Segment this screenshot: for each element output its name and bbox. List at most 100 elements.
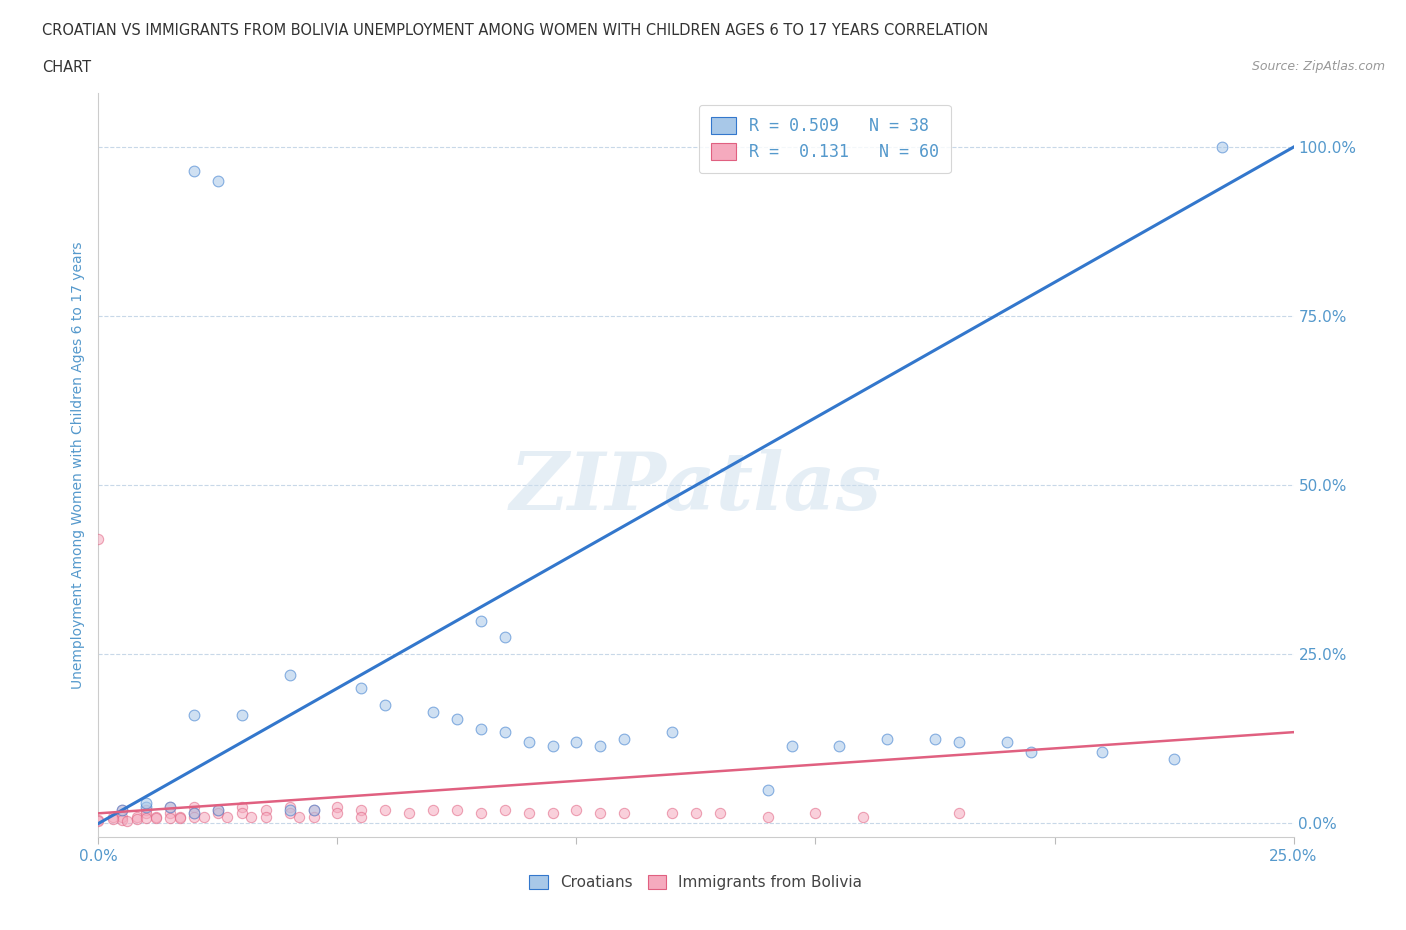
Point: [470, 613, 492, 628]
Point: [446, 803, 468, 817]
Point: [756, 782, 779, 797]
Point: [145, 809, 167, 824]
Point: [111, 803, 134, 817]
Point: [948, 735, 970, 750]
Point: [613, 732, 636, 747]
Point: [876, 732, 898, 747]
Point: [446, 711, 468, 726]
Point: [217, 809, 239, 824]
Point: [135, 799, 157, 814]
Point: [350, 809, 373, 824]
Point: [780, 738, 803, 753]
Point: [159, 799, 181, 814]
Point: [995, 735, 1018, 750]
Point: [565, 803, 588, 817]
Point: [1211, 140, 1233, 154]
Point: [756, 809, 779, 824]
Point: [278, 799, 301, 814]
Point: [145, 811, 167, 826]
Point: [169, 809, 191, 824]
Point: [422, 803, 444, 817]
Point: [661, 806, 683, 821]
Point: [193, 809, 215, 824]
Point: [87, 814, 110, 829]
Point: [207, 803, 229, 817]
Point: [1019, 745, 1042, 760]
Point: [709, 806, 731, 821]
Point: [398, 806, 420, 821]
Point: [1163, 751, 1185, 766]
Point: [231, 806, 253, 821]
Y-axis label: Unemployment Among Women with Children Ages 6 to 17 years: Unemployment Among Women with Children A…: [72, 241, 86, 689]
Point: [374, 803, 396, 817]
Point: [422, 704, 444, 719]
Point: [613, 806, 636, 821]
Point: [169, 811, 191, 826]
Point: [278, 667, 301, 682]
Point: [125, 812, 148, 827]
Point: [517, 806, 540, 821]
Point: [111, 803, 134, 817]
Point: [350, 681, 373, 696]
Point: [302, 803, 325, 817]
Point: [828, 738, 851, 753]
Point: [302, 809, 325, 824]
Point: [517, 735, 540, 750]
Point: [183, 708, 205, 723]
Legend: Croatians, Immigrants from Bolivia: Croatians, Immigrants from Bolivia: [523, 869, 869, 897]
Point: [135, 806, 157, 821]
Point: [87, 532, 110, 547]
Point: [302, 803, 325, 817]
Point: [135, 811, 157, 826]
Point: [101, 809, 124, 824]
Text: CHART: CHART: [42, 60, 91, 75]
Point: [1091, 745, 1114, 760]
Point: [183, 809, 205, 824]
Point: [125, 809, 148, 824]
Point: [350, 803, 373, 817]
Point: [240, 809, 263, 824]
Point: [115, 814, 138, 829]
Point: [541, 738, 564, 753]
Point: [183, 799, 205, 814]
Point: [159, 799, 181, 814]
Point: [231, 708, 253, 723]
Point: [207, 803, 229, 817]
Point: [852, 809, 875, 824]
Point: [661, 724, 683, 739]
Point: [135, 796, 157, 811]
Point: [589, 806, 612, 821]
Point: [470, 806, 492, 821]
Point: [159, 806, 181, 821]
Point: [111, 813, 134, 828]
Point: [183, 806, 205, 821]
Point: [231, 799, 253, 814]
Point: [541, 806, 564, 821]
Point: [470, 722, 492, 737]
Point: [183, 806, 205, 821]
Point: [924, 732, 946, 747]
Point: [494, 803, 516, 817]
Point: [111, 809, 134, 824]
Point: [207, 806, 229, 821]
Text: ZIPatlas: ZIPatlas: [510, 448, 882, 526]
Point: [589, 738, 612, 753]
Point: [278, 803, 301, 817]
Point: [326, 806, 349, 821]
Point: [183, 164, 205, 179]
Point: [948, 806, 970, 821]
Point: [159, 811, 181, 826]
Point: [685, 806, 707, 821]
Point: [278, 806, 301, 821]
Point: [804, 806, 827, 821]
Point: [288, 809, 311, 824]
Point: [101, 812, 124, 827]
Point: [87, 813, 110, 828]
Point: [207, 174, 229, 189]
Point: [254, 803, 277, 817]
Point: [494, 724, 516, 739]
Point: [494, 630, 516, 644]
Point: [374, 698, 396, 712]
Point: [135, 803, 157, 817]
Point: [254, 809, 277, 824]
